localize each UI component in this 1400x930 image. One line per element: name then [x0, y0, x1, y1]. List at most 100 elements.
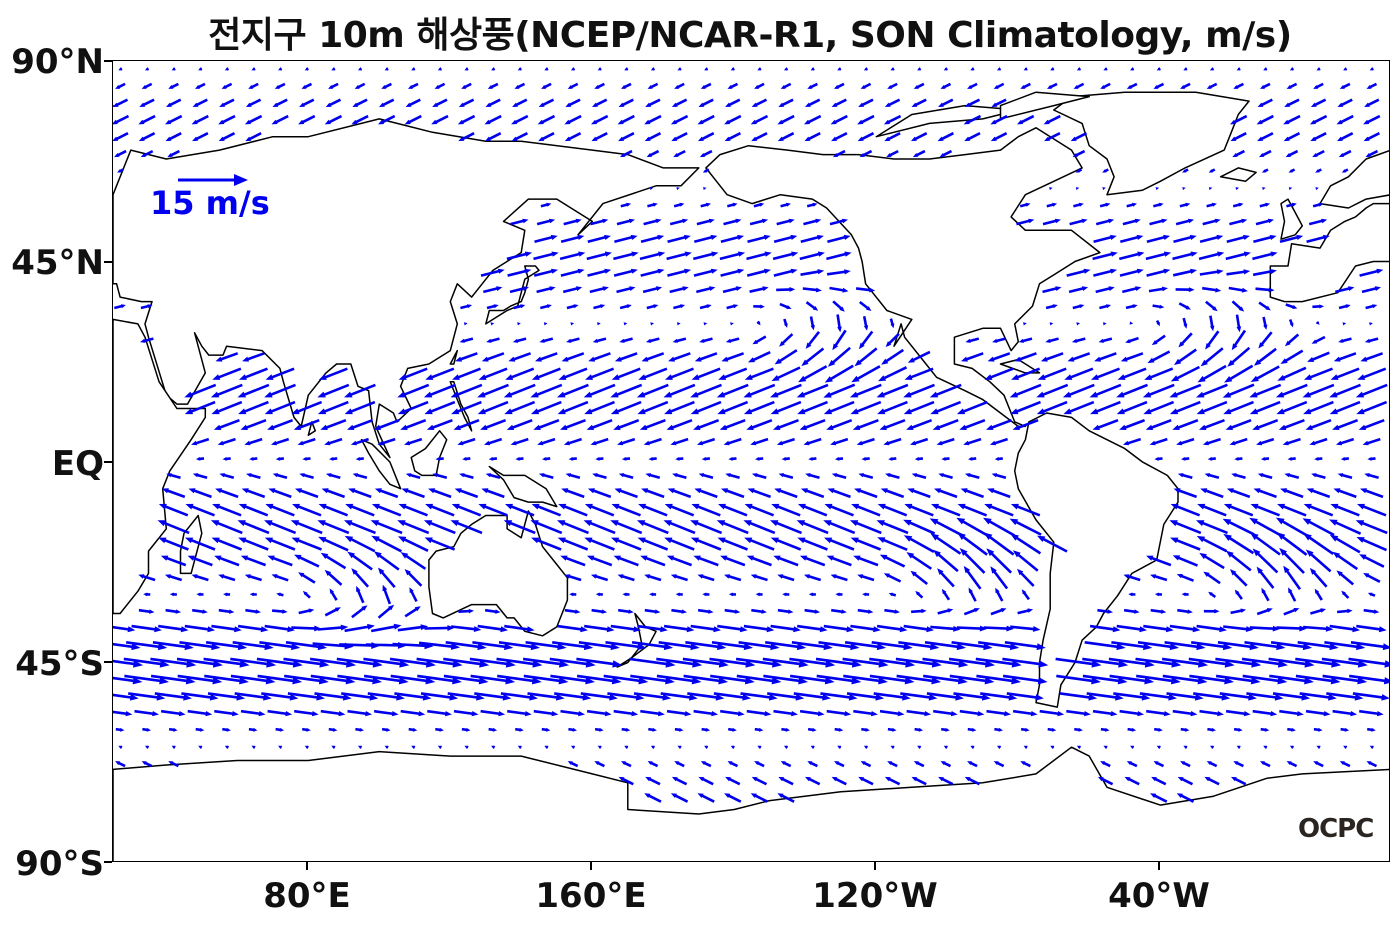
wind-vector: [992, 337, 1006, 343]
wind-vector: [1315, 321, 1320, 325]
wind-vector: [1170, 365, 1200, 382]
wind-vector: [218, 132, 236, 142]
wind-vector: [767, 692, 805, 701]
wind-vector: [970, 745, 975, 749]
landmass-namerica: [705, 127, 1101, 428]
wind-vector: [276, 592, 284, 597]
wind-vector: [150, 674, 196, 685]
wind-vector: [638, 503, 668, 517]
wind-vector: [355, 457, 364, 461]
wind-vector: [1361, 286, 1381, 294]
wind-vector: [425, 503, 455, 517]
wind-vector: [630, 674, 675, 685]
wind-vector: [238, 400, 269, 415]
wind-vector: [700, 82, 712, 89]
wind-vector: [621, 82, 632, 89]
wind-vector: [1303, 400, 1334, 415]
wind-vector: [674, 727, 684, 732]
wind-vector: [1109, 674, 1155, 685]
wind-vector: [224, 745, 229, 749]
wind-vector: [274, 82, 286, 89]
wind-vector: [472, 641, 514, 651]
wind-vector: [294, 554, 320, 568]
wind-vector: [667, 234, 691, 243]
wind-vector: [485, 98, 501, 107]
wind-vector: [807, 82, 818, 89]
wind-vector: [558, 503, 588, 517]
wind-vector: [833, 149, 846, 158]
wind-vector: [727, 761, 739, 768]
wind-vector: [1284, 333, 1300, 347]
wind-vector: [344, 535, 376, 553]
wind-vector: [510, 218, 529, 226]
wind-vector: [488, 727, 498, 732]
wind-vector: [536, 286, 556, 294]
wind-vector: [1004, 641, 1046, 651]
wind-vector: [224, 67, 229, 71]
wind-vector: [1315, 187, 1319, 191]
wind-vector: [418, 641, 461, 650]
wind-vector: [562, 286, 583, 294]
wind-vector: [900, 692, 938, 701]
wind-vector: [221, 82, 233, 89]
wind-vector: [474, 692, 512, 701]
wind-vector: [141, 82, 153, 89]
wind-vector: [1252, 251, 1278, 261]
wind-vector: [910, 437, 929, 446]
wind-vector: [1198, 251, 1225, 261]
wind-vector: [1257, 98, 1273, 107]
wind-vector: [1135, 657, 1182, 668]
wind-vector: [622, 592, 630, 597]
wind-vector: [317, 520, 350, 535]
wind-vector: [1070, 132, 1088, 142]
wind-vector: [641, 488, 665, 499]
wind-vector: [1180, 761, 1191, 768]
wind-vector: [1233, 727, 1243, 732]
wind-vector: [636, 520, 669, 535]
wind-vector: [348, 488, 372, 499]
wind-vector: [585, 367, 615, 380]
wind-vector: [879, 418, 906, 430]
wind-vector: [721, 488, 745, 499]
wind-vector: [783, 67, 789, 71]
wind-vector: [975, 657, 1022, 668]
wind-vector-map: [113, 67, 1389, 861]
wind-vector: [824, 503, 854, 517]
wind-vector: [563, 437, 583, 446]
wind-vector: [204, 674, 249, 685]
wind-vector: [165, 114, 183, 125]
wind-vector: [113, 693, 139, 701]
wind-vector: [351, 605, 368, 619]
wind-vector: [486, 304, 499, 310]
wind-vector: [1252, 709, 1278, 717]
wind-vector: [968, 457, 977, 461]
wind-vector: [301, 82, 313, 89]
wind-vector: [1249, 517, 1282, 537]
wind-vector: [987, 352, 1011, 362]
wind-vector: [320, 709, 346, 717]
wind-vector: [698, 98, 714, 107]
wind-vector: [464, 67, 469, 71]
wind-vector: [780, 202, 791, 208]
wind-vector: [1283, 565, 1302, 590]
wind-vector: [747, 488, 772, 499]
wind-vector: [240, 709, 266, 717]
wind-vector: [884, 776, 901, 786]
wind-vector: [1232, 149, 1245, 158]
wind-vector: [541, 82, 552, 89]
wind-vector: [876, 520, 909, 535]
wind-vector: [1154, 592, 1163, 597]
wind-vector: [424, 400, 456, 415]
wind-vector: [755, 457, 764, 461]
wind-vector: [640, 555, 666, 567]
wind-vector: [397, 400, 429, 415]
wind-vector: [696, 218, 715, 226]
wind-vector: [750, 793, 769, 803]
wind-vector: [118, 67, 123, 71]
wind-vector: [1193, 692, 1231, 701]
wind-vector: [743, 400, 775, 415]
wind-vector: [1183, 67, 1188, 71]
wind-vector: [677, 67, 682, 71]
wind-vector: [885, 473, 900, 480]
wind-vector: [914, 727, 924, 732]
